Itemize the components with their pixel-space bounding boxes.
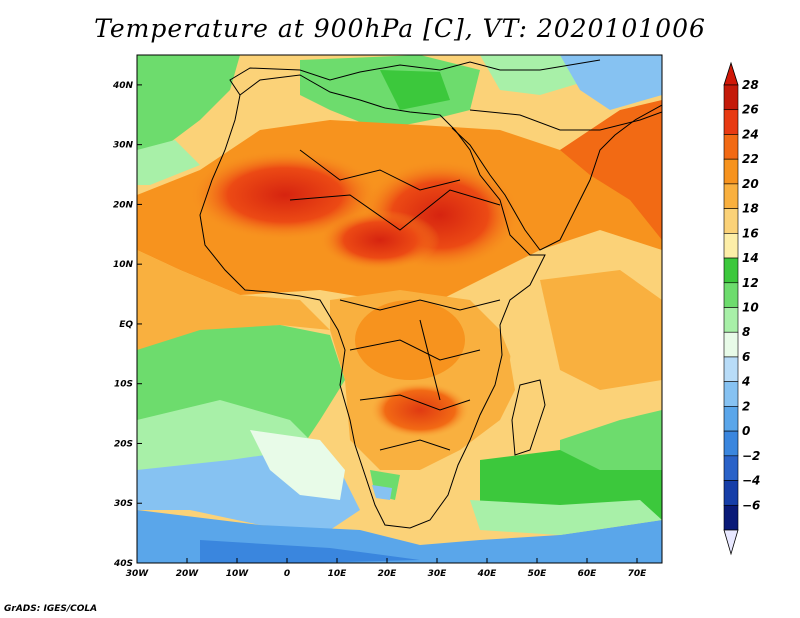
lon-tick-label: 70E [628,569,648,579]
colorbar-label: 6 [742,350,750,364]
colorbar-label: 16 [742,226,759,240]
colorbar-swatch [723,233,739,259]
colorbar-swatch [723,84,739,111]
colorbar-bottom-arrow [723,529,739,556]
lon-tick-label: 30W [126,569,150,579]
colorbar-label: 10 [742,301,759,315]
colorbar-swatch [723,381,739,407]
lon-tick-label: 20E [378,569,398,579]
lat-tick-label: 30N [113,141,134,151]
lat-tick-label: 30S [114,499,133,509]
colorbar-swatch [723,356,739,382]
grads-credit: GrADS: IGES/COLA [4,604,98,614]
lon-tick-label: 30E [428,569,448,579]
colorbar-swatch [723,183,739,209]
lat-tick-label: EQ [119,320,133,330]
lon-tick-label: 60E [578,569,598,579]
lon-tick-label: 40E [477,569,498,579]
colorbar-swatch [723,480,739,506]
colorbar-swatch [723,430,739,457]
colorbar-label: 26 [742,103,759,117]
lon-tick-label: 20W [176,569,200,579]
lon-tick-label: 0 [284,569,290,579]
colorbar-swatch [723,257,739,284]
colorbar-label: 18 [742,202,759,216]
lat-tick-label: 20N [113,200,134,210]
map-title: Temperature at 900hPa [C], VT: 202010100… [94,14,706,43]
colorbar-label: 8 [742,325,750,339]
colorbar-swatch [723,109,739,135]
colorbar-swatch [723,406,739,432]
coastline [199,59,662,529]
lat-tick-label: 10N [113,260,134,270]
colorbar-swatch [723,282,739,308]
colorbar-top-arrow [723,61,739,86]
colorbar-swatch [723,134,739,160]
colorbar-label: 28 [742,78,759,92]
lat-tick-label: 40S [113,559,133,569]
colorbar-label: 22 [742,152,759,166]
colorbar-swatch [723,307,739,333]
colorbar-swatch [723,208,739,234]
longitude-axis: 30W 20W 10W 0 10E 20E 30E 40E 50E 60E 70E [126,558,647,579]
colorbar-label: 20 [742,177,759,191]
colorbar-label: 4 [741,375,750,389]
colorbar-label: 2 [742,399,750,413]
colorbar-label: 0 [742,424,750,438]
plot-frame [136,54,663,564]
lon-tick-label: 50E [528,569,548,579]
lon-tick-label: 10E [328,569,348,579]
colorbar-swatch [723,331,739,358]
latitude-axis: 40N 30N 20N 10N EQ 10S 20S 30S 40S [112,81,142,569]
lat-tick-label: 40N [112,81,134,91]
lat-tick-label: 20S [114,439,133,449]
colorbar-label: 12 [742,276,759,290]
colorbar-label: −2 [742,449,760,463]
colorbar-label: −4 [742,474,760,488]
colorbar-label: −6 [742,498,760,512]
colorbar-swatch [723,158,739,185]
colorbar-swatch [723,455,739,481]
colorbar-swatch [723,504,739,531]
colorbar-label: 14 [742,251,759,265]
lat-tick-label: 10S [114,380,133,390]
lon-tick-label: 10W [226,569,250,579]
colorbar-label: 24 [742,127,759,141]
temperature-field [137,55,662,563]
